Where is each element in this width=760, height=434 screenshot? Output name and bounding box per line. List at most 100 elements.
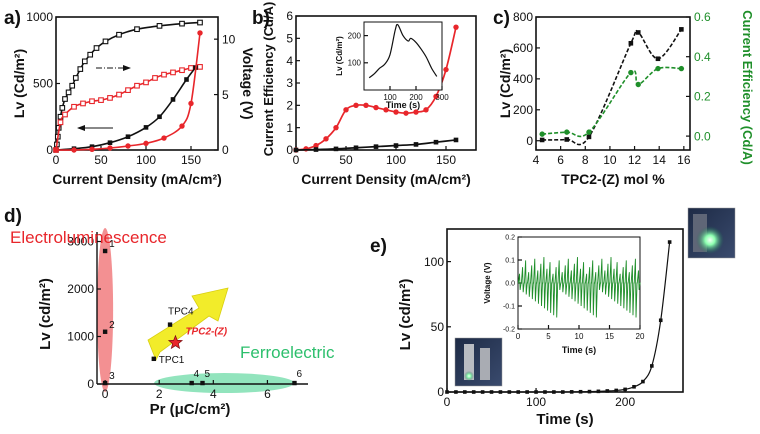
- chart-c-xtick-label-4: 12: [628, 153, 642, 167]
- chart-e-series-0-point-10: [534, 390, 538, 394]
- chart-b-inset-xtick-label-1: 200: [409, 93, 423, 102]
- chart-b-series-0-point-10: [393, 109, 399, 115]
- chart-b-series-1-point-7: [433, 139, 439, 145]
- chart-c-series-0-point-4: [635, 30, 641, 35]
- chart-a-series-2-point-8: [184, 77, 189, 82]
- chart-a-ytick-right-label-1: 5: [222, 88, 229, 102]
- chart-c-series-1-point-3: [628, 69, 634, 76]
- chart-d-region-label-electroluminescence: Electroluminescence: [10, 228, 167, 247]
- chart-a-series-1-point-7: [107, 95, 113, 101]
- chart-b-series-1-point-8: [453, 137, 459, 143]
- chart-c-series-1-point-6: [678, 65, 685, 72]
- chart-b-series-1-point-4: [373, 144, 379, 149]
- chart-e-series-0-point-2: [463, 390, 467, 394]
- chart-c-series-1-point-0: [539, 131, 545, 137]
- chart-e-series-0-point-16: [587, 389, 592, 394]
- chart-a-series-0-point-7: [69, 82, 76, 89]
- panel-label-d: d): [4, 206, 22, 227]
- chart-c-ytick-label-0: 0: [526, 134, 533, 148]
- chart-c-series-0-point-5: [655, 56, 661, 62]
- chart-d-point-6: [167, 322, 173, 327]
- chart-a-series-3-point-8: [188, 100, 194, 107]
- chart-a-series-2-point-6: [157, 114, 162, 120]
- chart-c-series-1-point-5: [655, 65, 661, 72]
- chart-c-ytick-right-label-0: 0.0: [694, 129, 711, 143]
- chart-e-series-0-point-24: [658, 318, 663, 323]
- chart-b-series-1-point-6: [413, 142, 419, 147]
- chart-a-xtick-label-1: 50: [94, 153, 108, 167]
- chart-e-inset-ytick-label-2: 0.0: [505, 280, 515, 287]
- chart-e-photo-off-device: [454, 337, 503, 387]
- chart-e-inset-xtick-label-1: 5: [546, 332, 551, 341]
- chart-e-series-0-point-9: [525, 390, 529, 394]
- chart-e-xlabel: Time (s): [536, 411, 593, 428]
- chart-e-series-0-point-20: [623, 387, 627, 392]
- chart-a-xlabel: Current Density (mA/cm²): [52, 171, 222, 187]
- chart-e-ylabel: Lv (cd/m²): [397, 279, 414, 351]
- chart-d-ferroelectric-region: [154, 373, 295, 394]
- chart-c-ytick-label-4: 800: [513, 10, 533, 24]
- chart-d-ytick-label-1: 1000: [67, 330, 94, 344]
- chart-d-xtick-label-3: 6: [264, 387, 271, 401]
- chart-e-xtick-label-0: 0: [444, 395, 451, 409]
- chart-b-series-0-point-4: [333, 124, 339, 131]
- chart-a-series-0-point-4: [59, 105, 66, 111]
- chart-a-series-0-point-6: [65, 89, 72, 96]
- chart-a-series-3-point-5: [143, 140, 149, 147]
- chart-e-photo-off-spot: [464, 371, 474, 381]
- chart-a-series-3-point-4: [125, 143, 131, 149]
- chart-d-ylabel: Lv (cd/m²): [37, 278, 54, 350]
- chart-d-xtick-label-2: 4: [210, 387, 217, 401]
- chart-c: 4 6 8 10 12 14 16 0 200 400 600 800 0.0 0.2 0.4 0.6 TPC2…: [497, 10, 755, 187]
- chart-a-series-1-point-6: [98, 97, 104, 103]
- chart-e-series-0-point-22: [641, 379, 645, 384]
- chart-a-series-1-point-17: [197, 64, 203, 70]
- chart-a-series-2-point-3: [107, 140, 113, 145]
- chart-b-series-0-point-14: [433, 93, 439, 100]
- chart-b-xtick-label-3: 150: [436, 153, 456, 167]
- chart-e-xtick-label-2: 200: [615, 395, 635, 409]
- chart-c-series-0-point-2: [586, 134, 592, 140]
- chart-e-photo-off-electrode-2: [480, 348, 490, 380]
- chart-c-xtick-label-2: 8: [582, 153, 589, 167]
- chart-d-ytick-label-0: 0: [87, 377, 94, 391]
- chart-d-point-label-1: 2: [109, 320, 115, 331]
- chart-e-series-0-point-19: [614, 388, 619, 393]
- chart-b-xtick-label-0: 0: [293, 153, 300, 167]
- chart-e-photo-on-glow: [696, 226, 724, 254]
- panel-label-e: e): [370, 236, 387, 257]
- chart-d-point-7: [151, 356, 157, 362]
- chart-d-point-label-4: 5: [205, 369, 211, 380]
- chart-d-point-label-3: 4: [194, 369, 200, 380]
- chart-d-point-label-0: 1: [109, 239, 115, 250]
- chart-a-series-1-point-13: [161, 71, 167, 78]
- chart-a-xtick-label-0: 0: [53, 153, 60, 167]
- chart-e-ytick-label-0: 0: [437, 385, 444, 399]
- chart-b-series-1-point-5: [393, 143, 399, 148]
- chart-e-series-0-point-3: [471, 390, 476, 394]
- chart-b-inset-xtick-label-0: 100: [383, 93, 397, 102]
- chart-c-ytick-label-3: 600: [513, 41, 533, 55]
- chart-a-series-0-line: [56, 21, 201, 145]
- chart-b-inset-xtick-label-2: 300: [435, 93, 449, 102]
- chart-c-series-1-point-1: [564, 129, 570, 135]
- chart-a-series-1-point-15: [179, 67, 185, 74]
- chart-c-series-1-line: [542, 66, 682, 138]
- chart-e-ytick-label-1: 50: [431, 320, 445, 334]
- chart-e-series-0-point-14: [569, 390, 574, 394]
- chart-d-point-3: [189, 380, 194, 386]
- chart-e-inset-voltage-trace: [517, 257, 641, 318]
- chart-a-series-0-point-8: [72, 75, 79, 81]
- chart-e-inset-xtick-label-2: 10: [575, 332, 584, 341]
- chart-a-series-1-point-9: [125, 87, 131, 93]
- chart-b-ytick-label-1: 1: [286, 121, 293, 135]
- chart-b-ytick-label-3: 3: [286, 76, 293, 90]
- panel-label-a: a): [4, 8, 21, 29]
- chart-e-series-0-point-8: [516, 390, 521, 394]
- chart-b-inset-frame: [363, 21, 443, 91]
- chart-a-series-1-point-1: [57, 119, 64, 126]
- chart-e-inset-xtick-label-0: 0: [516, 332, 521, 341]
- chart-e-inset-xtick-label-4: 20: [636, 332, 645, 341]
- chart-d-point-label-7: TPC1: [159, 355, 185, 366]
- chart-a-ylabel-right: Voltage (V): [240, 47, 256, 119]
